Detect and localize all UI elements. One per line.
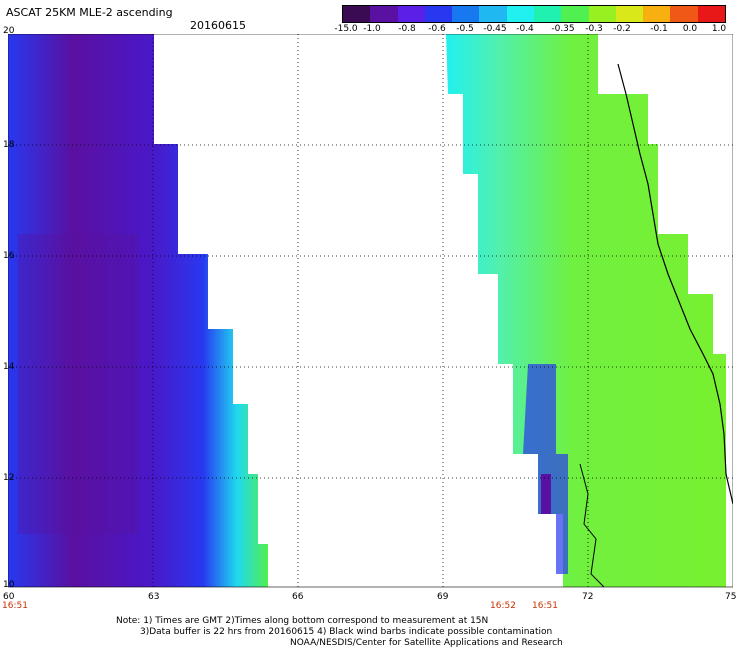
lon-label: 72 xyxy=(582,592,594,602)
footnote-line-1: Note: 1) Times are GMT 2)Times along bot… xyxy=(116,616,489,626)
wind-swath-map xyxy=(8,34,733,588)
lat-label: 18 xyxy=(3,140,15,150)
colorbar-labels: -15.0 -1.0 -0.8 -0.6 -0.5 -0.45 -0.4 -0.… xyxy=(332,24,734,38)
colorbar-label: -0.5 xyxy=(456,24,474,34)
western-swath-core xyxy=(18,234,138,534)
graticule xyxy=(8,34,733,587)
footnote-line-3: NOAA/NESDIS/Center for Satellite Applica… xyxy=(290,638,563,648)
colorbar-label: -1.0 xyxy=(363,24,381,34)
colorbar-segment xyxy=(424,6,453,22)
colorbar-segment xyxy=(506,6,534,22)
colorbar-label: -0.8 xyxy=(398,24,416,34)
footnote-line-2: 3)Data buffer is 22 hrs from 20160615 4)… xyxy=(140,627,553,637)
colorbar-label: -0.1 xyxy=(650,24,668,34)
colorbar-segment xyxy=(397,6,425,22)
colorbar-label: -0.2 xyxy=(613,24,631,34)
pass-time: 16:51 xyxy=(2,601,28,611)
colorbar-segment xyxy=(615,6,644,22)
colorbar-segment xyxy=(343,6,371,22)
lon-label: 75 xyxy=(725,592,737,602)
lat-label: 12 xyxy=(3,473,15,483)
lat-label: 20 xyxy=(3,26,15,36)
coastline xyxy=(617,63,733,505)
colorbar-segment xyxy=(697,6,725,22)
lon-label: 60 xyxy=(3,592,15,602)
pass-time: 16:51 xyxy=(532,601,558,611)
colorbar-label: -0.4 xyxy=(516,24,534,34)
colorbar-segment xyxy=(670,6,698,22)
map-date: 20160615 xyxy=(190,19,246,32)
colorbar-segment xyxy=(479,6,507,22)
colorbar-label: -0.3 xyxy=(585,24,603,34)
western-swath xyxy=(8,34,268,587)
map-title: ASCAT 25KM MLE-2 ascending xyxy=(6,6,173,19)
eastern-swath xyxy=(446,34,726,587)
lat-label: 14 xyxy=(3,362,15,372)
eastern-swath-edge-dark xyxy=(541,474,551,514)
lon-label: 63 xyxy=(148,592,160,602)
colorbar-segment xyxy=(452,6,480,22)
eastern-swath-edge xyxy=(523,364,568,574)
lon-label: 66 xyxy=(292,592,304,602)
colorbar-label: -0.35 xyxy=(551,24,575,34)
colorbar-segment xyxy=(370,6,398,22)
map-frame xyxy=(8,34,733,588)
colorbar-segment xyxy=(561,6,589,22)
pass-time: 16:52 xyxy=(490,601,516,611)
colorbar xyxy=(342,5,726,23)
island-outline xyxy=(579,463,605,588)
colorbar-segment xyxy=(588,6,616,22)
colorbar-segment xyxy=(643,6,671,22)
colorbar-label: -0.45 xyxy=(483,24,507,34)
colorbar-label: -0.6 xyxy=(428,24,446,34)
lat-label: 16 xyxy=(3,251,15,261)
colorbar-label: 1.0 xyxy=(711,24,727,34)
lon-label: 69 xyxy=(437,592,449,602)
colorbar-segment xyxy=(533,6,562,22)
colorbar-label: -15.0 xyxy=(334,24,358,34)
colorbar-label: 0.0 xyxy=(682,24,698,34)
lat-label: 10 xyxy=(3,580,15,590)
